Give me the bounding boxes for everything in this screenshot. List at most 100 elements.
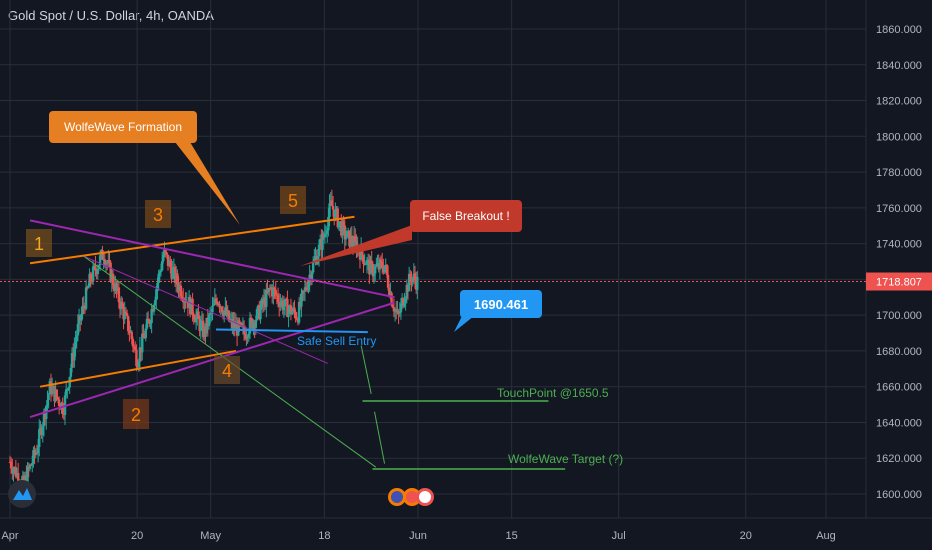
candle-body — [365, 259, 369, 265]
candle-body — [304, 287, 308, 290]
candle-body — [310, 272, 314, 280]
drawings — [29, 215, 566, 470]
candle-body — [155, 289, 158, 301]
candle-body — [321, 233, 324, 250]
wave-label-2[interactable]: 2 — [123, 399, 149, 429]
candle-body — [323, 233, 327, 238]
candle-body — [135, 349, 138, 367]
event-flags[interactable] — [388, 488, 434, 506]
candle-body — [287, 309, 290, 318]
safe-sell-entry-label: Safe Sell Entry — [297, 334, 376, 348]
candle-body — [390, 292, 393, 306]
candle-body — [272, 287, 275, 297]
candle-body — [265, 289, 268, 307]
x-tick-label: May — [200, 530, 221, 542]
candle-body — [115, 283, 118, 291]
candle-body — [29, 464, 33, 466]
candle-body — [344, 237, 348, 240]
event-flag-inner — [406, 491, 418, 503]
candle-body — [67, 387, 70, 390]
wave-label-5[interactable]: 5 — [280, 186, 306, 214]
touchpoint-label: TouchPoint @1650.5 — [497, 386, 609, 400]
callout-pointer — [454, 316, 474, 332]
candle-body — [91, 266, 95, 281]
candle-body — [274, 289, 277, 295]
candle-body — [159, 270, 163, 272]
candle-body — [82, 305, 85, 307]
callout-price-bubble[interactable]: 1690.461 — [454, 290, 542, 332]
candle-body — [416, 276, 419, 290]
candle-body — [9, 461, 13, 469]
candle-body — [307, 281, 310, 290]
candle-body — [137, 361, 140, 368]
candle-body — [399, 303, 403, 313]
time-axis[interactable]: Apr 20 May 18 Jun 15 Jul 20 Aug — [1, 530, 835, 542]
candle-body — [248, 318, 252, 334]
y-tick-label: 1740.000 — [876, 239, 922, 251]
candle-body — [96, 268, 99, 275]
candle-body — [379, 259, 383, 262]
candle-body — [411, 277, 414, 282]
candle-body — [255, 309, 259, 320]
candle-body — [370, 260, 373, 264]
candle-body — [223, 310, 226, 316]
x-tick-label: 20 — [740, 530, 752, 542]
candle-body — [138, 347, 142, 362]
x-tick-label: 15 — [506, 530, 518, 542]
orange-lower-line — [39, 349, 237, 388]
candle-body — [156, 283, 159, 290]
purple-lower-line — [29, 301, 395, 419]
candle-body — [208, 312, 212, 315]
wave-label-1[interactable]: 1 — [26, 229, 52, 257]
candle-body — [352, 236, 356, 247]
candle-body — [150, 309, 153, 324]
candle-body — [254, 319, 258, 328]
candle-body — [381, 261, 384, 269]
tradingview-logo[interactable] — [8, 480, 36, 508]
wave-label-4-text: 4 — [222, 361, 232, 381]
last-price-value: 1718.807 — [876, 277, 922, 289]
candle-body — [41, 426, 44, 436]
candle-body — [123, 311, 126, 320]
candle-body — [302, 290, 305, 292]
candle-body — [283, 299, 287, 307]
candle-body — [391, 305, 394, 308]
candle-body — [32, 450, 35, 463]
grid — [0, 0, 866, 518]
candle-body — [192, 315, 195, 320]
candle-body — [34, 452, 37, 456]
candle-body — [247, 333, 250, 338]
y-tick-label: 1780.000 — [876, 167, 922, 179]
candle-body — [286, 299, 289, 318]
candle-body — [64, 389, 68, 396]
candle-body — [12, 469, 15, 474]
y-tick-label: 1860.000 — [876, 24, 922, 36]
candle-body — [146, 318, 150, 320]
candle-body — [76, 323, 80, 336]
wave-label-4[interactable]: 4 — [214, 356, 240, 384]
candle-body — [317, 244, 321, 257]
wave-label-3[interactable]: 3 — [145, 200, 171, 228]
x-tick-label: 18 — [318, 530, 330, 542]
candle-body — [279, 302, 282, 307]
candle-body — [31, 462, 34, 466]
candle-body — [66, 389, 69, 391]
candle-body — [46, 399, 49, 406]
candle-body — [73, 347, 76, 361]
callout-text: False Breakout ! — [422, 209, 509, 223]
candle-body — [103, 259, 107, 265]
callout-false-breakout[interactable]: False Breakout ! — [300, 200, 522, 266]
candle-body — [372, 273, 376, 277]
candle-body — [141, 333, 144, 353]
candle-body — [194, 316, 198, 323]
candle-body — [214, 298, 218, 302]
candle-body — [124, 311, 128, 314]
y-tick-label: 1620.000 — [876, 453, 922, 465]
candle-body — [84, 287, 88, 309]
candle-body — [373, 266, 377, 274]
callout-wolfewave-formation[interactable]: WolfeWave Formation — [49, 111, 240, 225]
candle-body — [162, 254, 165, 262]
purple-thin-line — [83, 255, 328, 364]
y-tick-label: 1820.000 — [876, 96, 922, 108]
